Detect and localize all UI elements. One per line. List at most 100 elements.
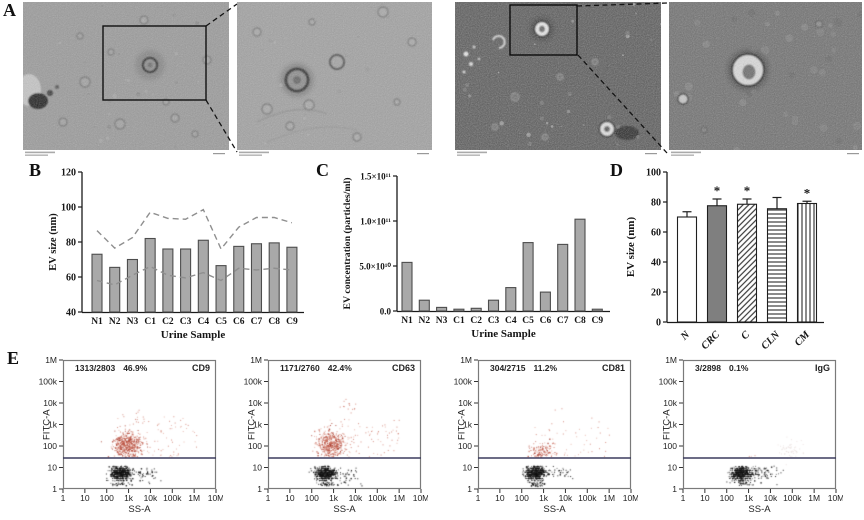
- svg-text:N: N: [678, 329, 692, 343]
- svg-text:100k: 100k: [244, 377, 263, 387]
- svg-text:10k: 10k: [663, 398, 677, 408]
- svg-text:C2: C2: [162, 317, 174, 327]
- em-micrograph-zoom-2: [669, 2, 862, 158]
- svg-text:EV concentration (particles/ml: EV concentration (particles/ml): [342, 177, 353, 309]
- flow-scatter-canvas: [63, 360, 216, 489]
- svg-text:1M: 1M: [665, 355, 677, 365]
- svg-text:100k: 100k: [163, 493, 182, 503]
- svg-text:1k: 1k: [668, 420, 678, 430]
- marker-label: CD63: [391, 363, 415, 373]
- svg-text:10: 10: [48, 463, 58, 473]
- em-metadata-marks: [457, 151, 657, 156]
- x-axis-label: SS-A: [333, 504, 356, 515]
- svg-text:80: 80: [66, 237, 76, 248]
- svg-text:N2: N2: [418, 316, 430, 326]
- x-axis-label: SS-A: [748, 504, 771, 515]
- svg-text:C2: C2: [470, 316, 482, 326]
- svg-text:1M: 1M: [808, 493, 820, 503]
- marker-label: CD81: [601, 363, 625, 373]
- svg-text:1M: 1M: [250, 355, 262, 365]
- svg-text:120: 120: [61, 167, 76, 178]
- svg-text:Urine Sample: Urine Sample: [471, 328, 536, 340]
- svg-text:5.0×10¹⁰: 5.0×10¹⁰: [359, 261, 391, 271]
- y-axis-label: FITC-A: [456, 409, 468, 440]
- svg-text:100: 100: [248, 441, 262, 451]
- svg-text:100: 100: [458, 441, 472, 451]
- svg-text:100: 100: [720, 493, 734, 503]
- svg-text:C3: C3: [488, 316, 500, 326]
- ev-concentration-chart: 0.0 5.0×10¹⁰ 1.0×10¹¹ 1.5×10¹¹ N1 N2 N3 C1 C2 C3 C…: [342, 171, 610, 340]
- svg-text:C5: C5: [215, 317, 227, 327]
- svg-text:10: 10: [495, 493, 505, 503]
- svg-text:1k: 1k: [124, 493, 134, 503]
- y-axis-label: FITC-A: [661, 409, 673, 440]
- svg-text:C7: C7: [251, 317, 263, 327]
- svg-text:1M: 1M: [188, 493, 200, 503]
- gate-statistics: 3/2898 0.1%: [695, 363, 749, 373]
- svg-text:60: 60: [66, 272, 76, 283]
- svg-text:*: *: [804, 185, 811, 200]
- svg-text:40: 40: [651, 257, 661, 268]
- em-metadata-marks: [25, 151, 225, 156]
- svg-text:10M: 10M: [828, 493, 843, 503]
- svg-text:Urine Sample: Urine Sample: [161, 329, 226, 341]
- svg-text:C6: C6: [233, 317, 245, 327]
- svg-text:10k: 10k: [559, 493, 573, 503]
- flow-scatter-canvas: [268, 360, 421, 489]
- svg-text:10k: 10k: [144, 493, 158, 503]
- gate-statistics: 304/2715 11.2%: [490, 363, 558, 373]
- svg-text:100k: 100k: [659, 377, 678, 387]
- svg-text:1M: 1M: [45, 355, 57, 365]
- flow-plot-igg: 1M 100k 10k 1k 100 10 1 1 10 100 1k 10k 100k 1M 10M 3/…: [638, 345, 843, 520]
- svg-text:N1: N1: [91, 317, 103, 327]
- svg-text:1k: 1k: [744, 493, 754, 503]
- svg-text:100k: 100k: [454, 377, 473, 387]
- svg-text:100k: 100k: [39, 377, 58, 387]
- panel-e-label: E: [7, 348, 20, 368]
- flow-axes: 1M 100k 10k 1k 100 10 11 10 100 1k 10k 100k 1M 10M: [454, 355, 638, 503]
- em-zoom-region-box-1: [102, 25, 207, 101]
- svg-text:C8: C8: [574, 316, 586, 326]
- svg-text:100: 100: [305, 493, 319, 503]
- ev-size-per-sample-chart: 40 60 80 100 120 N1 N2 N3 C1 C2 C3 C4 C5 C6 C7 C8 C9 Urin…: [48, 167, 304, 341]
- svg-text:C7: C7: [557, 316, 569, 326]
- svg-text:80: 80: [651, 197, 661, 208]
- svg-text:10k: 10k: [458, 398, 472, 408]
- svg-text:C: C: [739, 329, 752, 342]
- svg-text:C3: C3: [180, 317, 192, 327]
- panel-c-label: C: [316, 160, 329, 180]
- svg-text:100k: 100k: [783, 493, 802, 503]
- em-micrograph-low-mag-1: [23, 2, 229, 158]
- svg-text:100: 100: [43, 441, 57, 451]
- marker-label: CD9: [191, 363, 210, 373]
- em-metadata-marks: [239, 151, 429, 156]
- svg-text:1k: 1k: [463, 420, 473, 430]
- em-micrograph-zoom-1: [237, 2, 432, 158]
- svg-text:C9: C9: [591, 316, 603, 326]
- gate-statistics: 1313/2803 46.9%: [75, 363, 148, 373]
- flow-scatter-canvas: [478, 360, 631, 489]
- svg-text:C9: C9: [286, 317, 298, 327]
- svg-text:40: 40: [66, 307, 76, 318]
- svg-text:C4: C4: [198, 317, 210, 327]
- svg-text:C1: C1: [144, 317, 156, 327]
- svg-text:1: 1: [672, 484, 677, 494]
- svg-text:60: 60: [651, 227, 661, 238]
- svg-text:1: 1: [61, 493, 66, 503]
- em-zoom-region-box-2: [509, 4, 578, 56]
- svg-text:*: *: [714, 183, 721, 198]
- svg-text:N3: N3: [436, 316, 448, 326]
- svg-text:N3: N3: [127, 317, 139, 327]
- flow-axes: 1M 100k 10k 1k 100 10 11 10 100 1k 10k 100k 1M 10M: [39, 355, 223, 503]
- em-micrograph-low-mag-2: [455, 2, 661, 158]
- svg-text:100: 100: [61, 202, 76, 213]
- y-axis-label: FITC-A: [41, 409, 53, 440]
- svg-text:1k: 1k: [329, 493, 339, 503]
- svg-text:10: 10: [463, 463, 473, 473]
- svg-text:C1: C1: [453, 316, 465, 326]
- svg-text:10k: 10k: [349, 493, 363, 503]
- svg-text:100: 100: [663, 441, 677, 451]
- svg-text:10: 10: [285, 493, 295, 503]
